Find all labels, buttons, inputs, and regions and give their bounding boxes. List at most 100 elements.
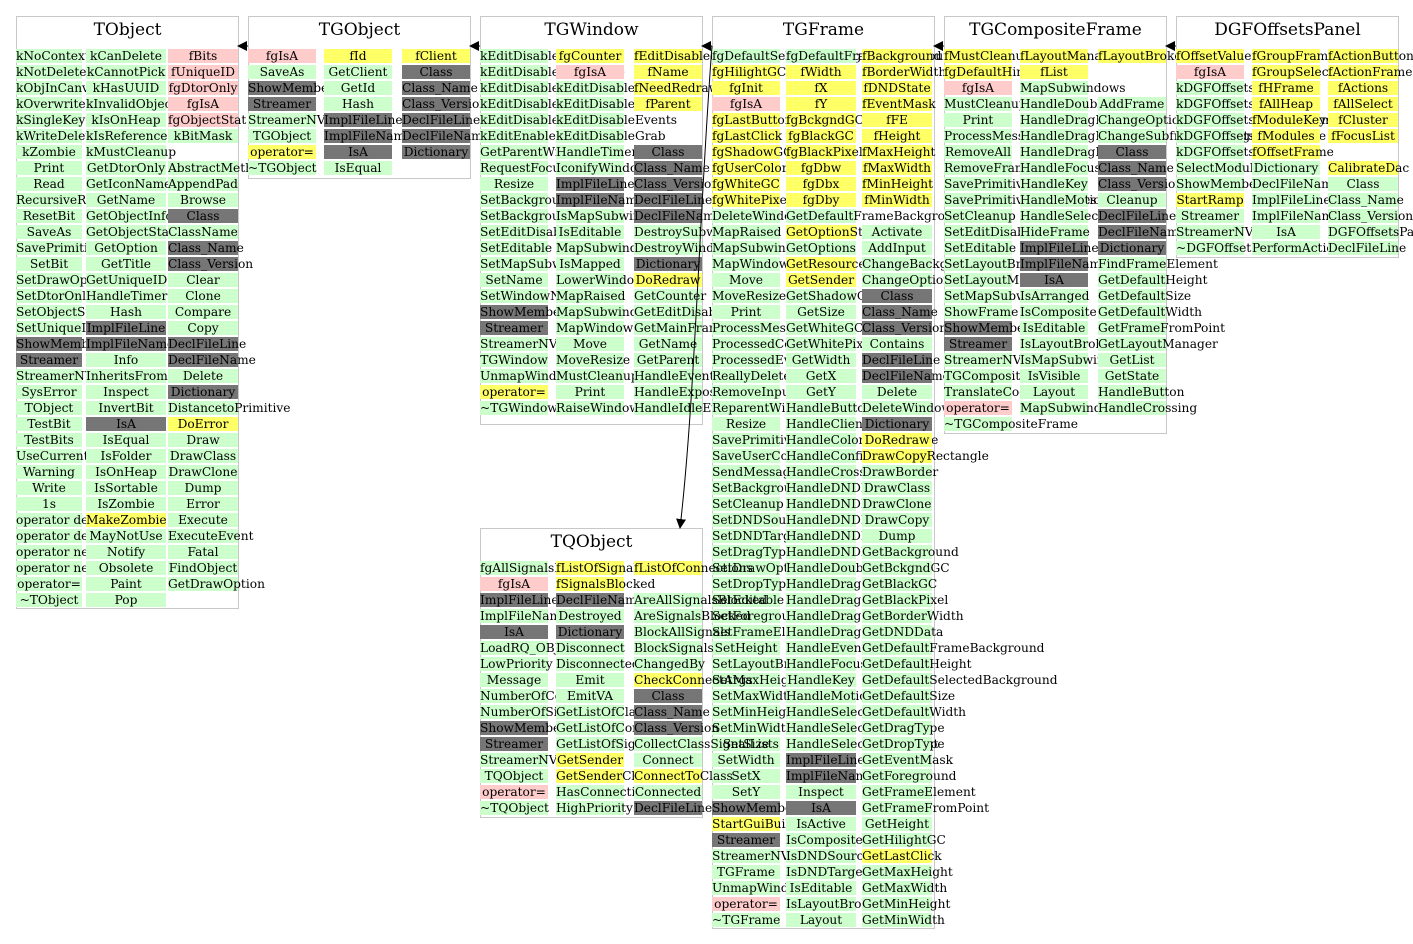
highlighted-member: fgHilightGC <box>712 65 787 79</box>
member-function: IsSortable <box>86 481 166 495</box>
member-function: ShowMembers <box>1176 177 1269 191</box>
member-function: ProcessedEvent <box>712 353 811 367</box>
member-function: GetWhiteGC <box>786 321 864 335</box>
highlighted-member: fgDbw <box>786 161 856 175</box>
member-function: kEditDisableBtnEnable <box>556 97 700 111</box>
member-function: GetMainFrame <box>634 321 728 335</box>
member-function: SetEditDisabled <box>480 225 580 239</box>
member-function: IsEqual <box>324 161 392 175</box>
member-function: Destroyed <box>556 609 624 623</box>
member-function: GetListOfClassSignals <box>556 705 694 719</box>
member-function: GetObjectStat <box>86 225 174 239</box>
inherited-member: ImplFileLine <box>324 113 403 127</box>
inherited-member: DeclFileLine <box>634 193 713 207</box>
highlighted-member: fgDby <box>786 193 856 207</box>
member-function: IsLayoutBroken <box>1020 337 1118 351</box>
member-function: kBitMask <box>168 129 238 143</box>
member-function: GetId <box>324 81 392 95</box>
inherited-member: Class <box>634 689 702 703</box>
highlighted-member: fListOfSignals <box>556 561 644 575</box>
member-function: kIsReferenced <box>86 129 176 143</box>
member-function: Move <box>712 273 780 287</box>
highlighted-member: fBackground <box>862 49 942 63</box>
member-function: SetDrawOption <box>712 561 808 575</box>
member-function: kMustCleanup <box>86 145 177 159</box>
highlighted-member: fClient <box>402 49 470 63</box>
inherited-member: Streamer <box>16 353 82 367</box>
member-function: ~TQObject <box>480 801 549 815</box>
member-function: HandleSelectionRequest <box>786 737 939 751</box>
highlighted-member: MakeZombie <box>86 513 167 527</box>
member-function: IsDNDSource <box>786 849 871 863</box>
member-function: IconifyWindow <box>556 161 648 175</box>
member-function: IsA <box>1252 225 1320 239</box>
highlighted-member: GetSender <box>786 273 856 287</box>
member-function: SetCleanup <box>712 497 784 511</box>
member-function: GetEditDisabled <box>634 305 736 319</box>
highlighted-member: fgWhitePixel <box>712 193 791 207</box>
member-function: ProcessMessage <box>712 321 815 335</box>
member-function: ImplFileName <box>1252 209 1341 223</box>
highlighted-member: fName <box>634 65 702 79</box>
member-function: GetDefaultSize <box>1098 289 1192 303</box>
member-function: DestroyWindow <box>634 241 732 255</box>
member-function: GetDefaultFrameBackground <box>786 209 969 223</box>
member-function: GetWidth <box>786 353 856 367</box>
member-function: MapRaised <box>556 289 626 303</box>
member-function: GetName <box>634 337 702 351</box>
class-title: TGObject <box>318 20 401 40</box>
highlighted-member: GetSenderClassName <box>556 769 692 783</box>
member-function: SetEditable <box>480 241 553 255</box>
inherited-member: DeclFileLine <box>634 801 713 815</box>
member-function: HandleConfigureNotify <box>786 449 931 463</box>
member-function: SetHeight <box>712 641 780 655</box>
member-function: Dictionary <box>1252 161 1320 175</box>
member-function: TGObject <box>248 129 316 143</box>
member-function: GetX <box>786 369 856 383</box>
member-function: HandleDragDrop <box>786 577 893 591</box>
member-function: GetSize <box>786 305 856 319</box>
member-function: GetY <box>786 385 856 399</box>
member-function: Delete <box>168 369 238 383</box>
highlighted-member: fgInit <box>712 81 780 95</box>
member-function: InvertBit <box>86 401 166 415</box>
data-member: fgIsA <box>556 65 624 79</box>
member-function: Browse <box>168 193 238 207</box>
member-function: ChangedBy <box>634 657 705 671</box>
member-function: HandleTimer <box>556 145 638 159</box>
inherited-member: ImplFileName <box>324 129 413 143</box>
highlighted-member: fModuleKeys <box>1252 113 1333 127</box>
data-member: fgIsA <box>712 97 780 111</box>
member-function: FindFrameElement <box>1098 257 1218 271</box>
member-function: HandleDoubleClick <box>1020 97 1140 111</box>
member-function: HasConnection <box>556 785 651 799</box>
highlighted-member: fLayoutManager <box>1020 49 1123 63</box>
member-function: SetX <box>712 769 780 783</box>
member-function: Paint <box>86 577 166 591</box>
member-function: GetState <box>1098 369 1166 383</box>
inherited-member: ShowMembers <box>480 721 573 735</box>
member-function: ShowFrame <box>944 305 1019 319</box>
member-function: SetY <box>712 785 780 799</box>
member-function: Resize <box>480 177 548 191</box>
member-function: Dump <box>168 481 238 495</box>
member-function: TGFrame <box>712 865 780 879</box>
data-member: fBits <box>168 49 238 63</box>
member-function: kDGFOffsetsStart <box>1176 145 1286 159</box>
inherited-member: Class_Name <box>862 305 938 319</box>
member-function: SetLayoutManager <box>944 273 1063 287</box>
member-function: MapSubwindows <box>1020 81 1126 95</box>
member-function: GetMaxHeight <box>862 865 953 879</box>
highlighted-member: DoRedraw <box>862 433 932 447</box>
member-function: kDGFOffsetsSelectNone <box>1176 129 1326 143</box>
member-function: SetMinWidth <box>712 721 794 735</box>
member-function: ~TGWindow <box>480 401 558 415</box>
member-function: SaveAs <box>248 65 316 79</box>
member-function: HandleDNDDrop <box>786 481 892 495</box>
member-function: GetBorderWidth <box>862 609 964 623</box>
inherited-member: ImplFileName <box>86 337 175 351</box>
inherited-member: DeclFileLine <box>168 337 247 351</box>
member-function: GetWhitePixel <box>786 337 875 351</box>
inherited-member: Class_Version <box>1098 177 1184 191</box>
member-function: IsOnHeap <box>86 465 166 479</box>
